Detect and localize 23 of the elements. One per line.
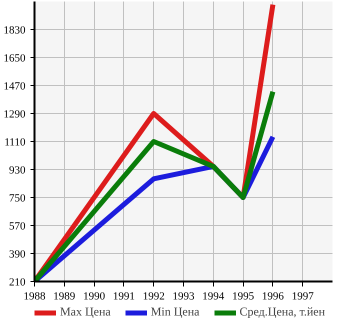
y-tick-label: 1650 [4, 52, 26, 64]
x-tick-label: 1990 [83, 290, 106, 302]
legend-label: Max Цена [60, 304, 111, 320]
x-tick-label: 1994 [202, 290, 225, 302]
x-tick-label: 1991 [112, 290, 135, 302]
x-tick-label: 1996 [262, 290, 284, 302]
legend-label: Min Цена [150, 304, 200, 320]
y-tick-label: 570 [9, 220, 26, 232]
y-tick-label: 1110 [4, 136, 26, 148]
x-tick-label: 1992 [142, 290, 165, 302]
x-tick-label: 1997 [292, 290, 314, 302]
y-tick-label: 1830 [4, 24, 26, 36]
y-tick-label: 390 [9, 248, 26, 260]
x-tick-label: 1995 [232, 290, 255, 302]
y-tick-label: 1290 [4, 108, 26, 120]
legend-label: Сред.Цена, т.йен [240, 304, 326, 320]
x-tick-label: 1988 [24, 290, 46, 302]
x-tick-label: 1989 [53, 290, 76, 302]
y-tick-label: 750 [9, 192, 26, 204]
y-tick-label: 930 [9, 164, 26, 176]
x-tick-label: 1993 [172, 290, 195, 302]
y-tick-label: 1470 [4, 80, 26, 92]
y-tick-label: 210 [9, 276, 26, 288]
